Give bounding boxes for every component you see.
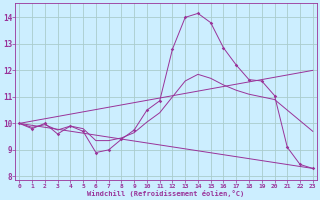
X-axis label: Windchill (Refroidissement éolien,°C): Windchill (Refroidissement éolien,°C) <box>87 190 245 197</box>
